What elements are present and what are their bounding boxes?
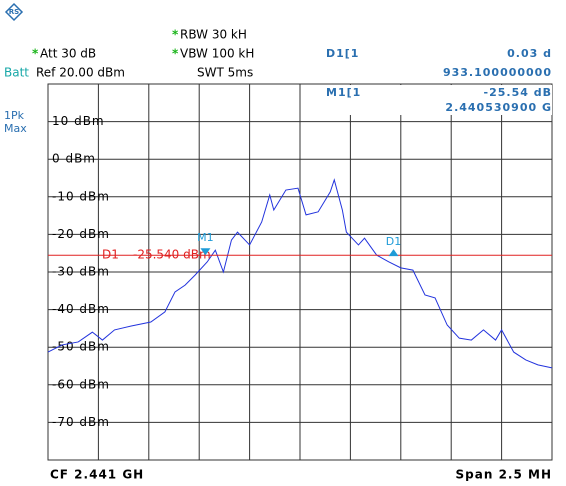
y-tick-label: -60 dBm bbox=[52, 377, 110, 391]
y-tick-label: -70 dBm bbox=[52, 415, 110, 429]
y-tick-label: -30 dBm bbox=[52, 265, 110, 279]
asterisk: * bbox=[32, 47, 39, 61]
marker-level: -25.54 dB bbox=[484, 86, 552, 99]
delta-marker-level: 0.03 d bbox=[507, 47, 552, 60]
batt: Batt bbox=[4, 66, 29, 80]
svg-text:RS: RS bbox=[9, 8, 19, 16]
sweep-time: SWT 5ms bbox=[197, 66, 253, 80]
marker-name: M1[1 bbox=[326, 86, 361, 99]
vbw: VBW 100 kH bbox=[180, 47, 254, 61]
y-tick-label: 10 dBm bbox=[52, 114, 105, 128]
marker-freq: 2.440530900 G bbox=[445, 101, 552, 114]
center-frequency: CF 2.441 GH bbox=[50, 468, 144, 482]
marker-label: D1 bbox=[386, 235, 401, 248]
delta-marker-name: D1[1 bbox=[326, 47, 359, 60]
ref-level: Ref 20.00 dBm bbox=[36, 66, 125, 80]
display-line-value: -25.540 dBm bbox=[133, 248, 211, 262]
y-tick-label: -50 dBm bbox=[52, 340, 110, 354]
readout-background bbox=[320, 85, 552, 115]
marker bbox=[388, 249, 399, 257]
marker-label: M1 bbox=[197, 231, 214, 244]
asterisk: * bbox=[172, 47, 179, 61]
trace bbox=[47, 178, 553, 369]
logo: RS bbox=[4, 2, 24, 22]
rbw: RBW 30 kH bbox=[180, 28, 247, 42]
y-tick-label: -10 dBm bbox=[52, 189, 110, 203]
y-tick-label: -40 dBm bbox=[52, 302, 110, 316]
delta-marker-freq: 933.100000000 bbox=[443, 66, 552, 79]
display-line-name: D1 bbox=[102, 248, 119, 262]
trace-mode: 1Pk bbox=[4, 109, 25, 122]
trace-detector: Max bbox=[4, 122, 27, 135]
marker bbox=[200, 248, 211, 256]
att: Att 30 dB bbox=[40, 47, 96, 61]
asterisk: * bbox=[172, 28, 179, 42]
y-tick-label: 0 dBm bbox=[52, 152, 96, 166]
span: Span 2.5 MH bbox=[456, 468, 552, 482]
y-tick-label: -20 dBm bbox=[52, 227, 110, 241]
plot: 10 dBm 0 dBm -10 dBm -20 dBm -30 dBm -40 dBm -… bbox=[47, 83, 553, 461]
